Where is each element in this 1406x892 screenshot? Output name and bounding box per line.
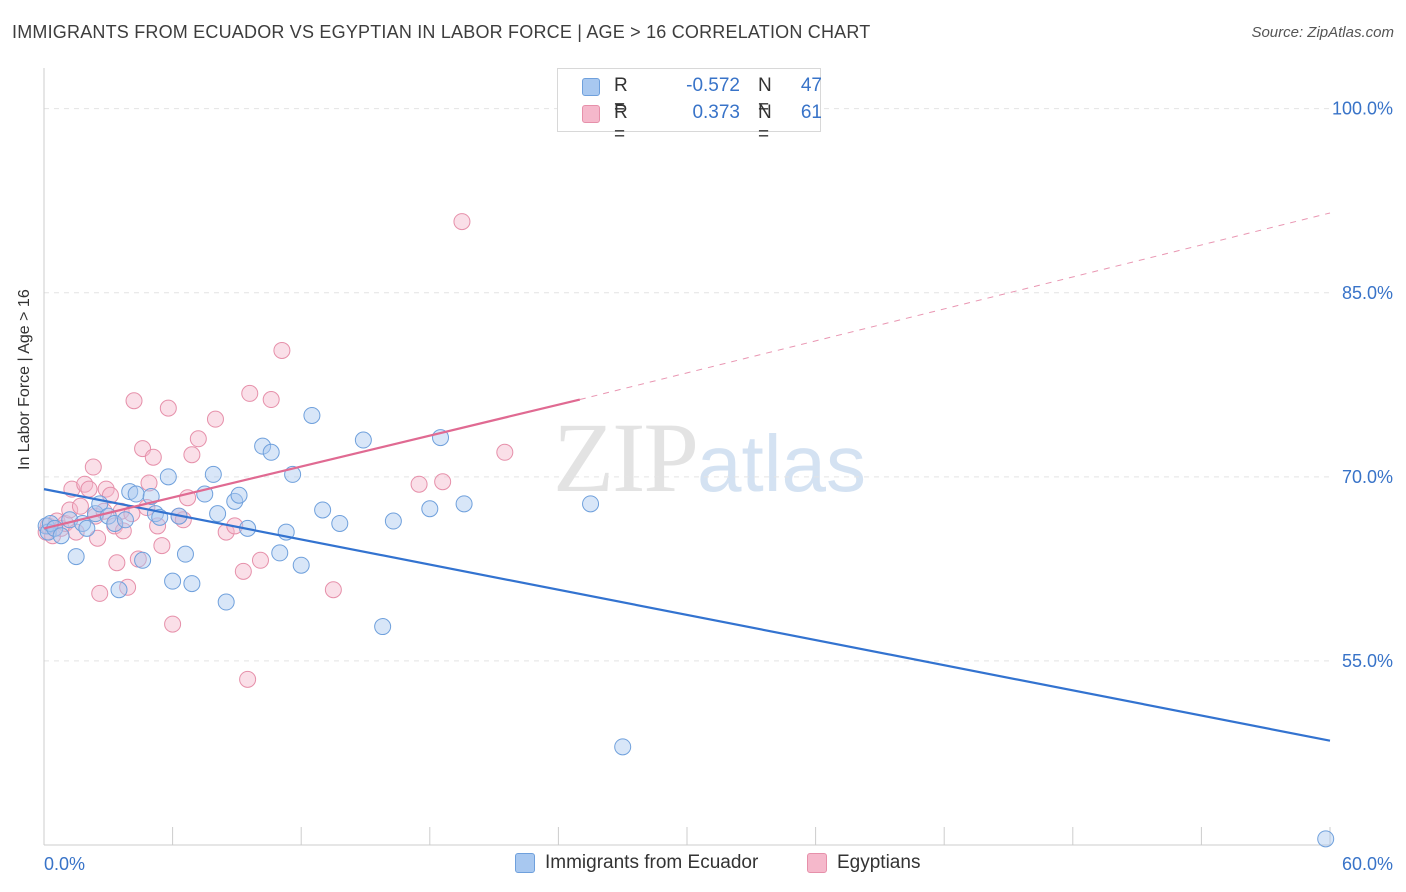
ecuador-point	[271, 544, 289, 562]
watermark-atlas: atlas	[697, 419, 866, 508]
correlation-legend: R = -0.572 N = 47 R = 0.373 N = 61	[557, 68, 822, 145]
bottom-legend-swatch-ecuador	[515, 853, 535, 873]
egyptians-point	[89, 529, 107, 547]
egyptians-point	[241, 384, 259, 402]
legend-n-label: N =	[758, 102, 772, 145]
ecuador-point	[374, 618, 392, 636]
y-tick-label: 100.0%	[1332, 99, 1393, 119]
ecuador-point	[110, 581, 128, 599]
egyptians-point	[159, 399, 177, 417]
ecuador-point	[226, 492, 244, 510]
egyptians-point	[453, 213, 471, 231]
y-tick-label: 70.0%	[1342, 467, 1393, 487]
legend-n-value: 61	[800, 102, 822, 123]
egyptians-point	[71, 497, 89, 515]
egyptians-point	[80, 480, 98, 498]
ecuador-point	[262, 443, 280, 461]
egyptians-point	[140, 474, 158, 492]
egyptians-point	[434, 473, 452, 491]
egyptians-point	[251, 551, 269, 569]
y-tick-label: 55.0%	[1342, 651, 1393, 671]
ecuador-point	[455, 495, 473, 513]
legend-n-label: N =	[758, 75, 772, 118]
ecuador-point	[78, 519, 96, 537]
egyptians-point	[97, 480, 115, 498]
ecuador-point	[52, 527, 70, 545]
ecuador-point	[303, 406, 321, 424]
egyptians-point	[125, 392, 143, 410]
egyptians-point	[410, 475, 428, 493]
legend-swatch-egyptians	[582, 105, 600, 123]
ecuador-point	[127, 485, 145, 503]
legend-r-label: R =	[614, 102, 628, 145]
egyptians-point	[91, 584, 109, 602]
source-label: Source: ZipAtlas.com	[1251, 24, 1394, 41]
egyptians-point	[239, 670, 257, 688]
egyptians-trend-line	[579, 212, 1331, 401]
chart-title: IMMIGRANTS FROM ECUADOR VS EGYPTIAN IN L…	[12, 22, 871, 42]
ecuador-point	[106, 514, 124, 532]
ecuador-point	[384, 512, 402, 530]
legend-r-label: R =	[614, 75, 628, 118]
ecuador-point	[292, 556, 310, 574]
ecuador-point	[354, 431, 372, 449]
ecuador-point	[134, 551, 152, 569]
ecuador-point	[1317, 830, 1335, 848]
watermark: ZIPatlas	[553, 400, 866, 515]
bottom-legend-label-ecuador: Immigrants from Ecuador	[545, 852, 759, 873]
egyptians-point	[153, 537, 171, 555]
legend-n-value: 47	[800, 75, 822, 96]
egyptians-point	[84, 458, 102, 476]
legend-r-value: -0.572	[686, 75, 740, 96]
egyptians-point	[114, 522, 132, 540]
ecuador-point	[176, 545, 194, 563]
ecuador-point	[614, 738, 632, 756]
egyptians-point	[61, 501, 79, 519]
egyptians-point	[189, 430, 207, 448]
egyptians-point	[234, 562, 252, 580]
bottom-legend-label-egyptians: Egyptians	[837, 852, 921, 873]
egyptians-point	[108, 554, 126, 572]
egyptians-point	[324, 581, 342, 599]
ecuador-point	[582, 495, 600, 513]
egyptians-point	[164, 615, 182, 633]
egyptians-point	[183, 446, 201, 464]
egyptians-point	[496, 443, 514, 461]
y-tick-label: 85.0%	[1342, 283, 1393, 303]
ecuador-point	[116, 511, 134, 529]
ecuador-point	[67, 548, 85, 566]
legend-swatch-ecuador	[582, 78, 600, 96]
egyptians-point	[206, 410, 224, 428]
y-axis-label: In Labor Force | Age > 16	[16, 289, 33, 470]
x-tick-label: 0.0%	[44, 854, 85, 874]
egyptians-point	[144, 448, 162, 466]
egyptians-point	[262, 391, 280, 409]
ecuador-point	[159, 468, 177, 486]
ecuador-point	[254, 437, 272, 455]
ecuador-point	[331, 514, 349, 532]
ecuador-point	[421, 500, 439, 518]
watermark-zip: ZIP	[553, 402, 699, 513]
egyptians-trend-line	[43, 398, 581, 530]
egyptians-point	[273, 341, 291, 359]
ecuador-point	[204, 465, 222, 483]
ecuador-point	[314, 501, 332, 519]
ecuador-point	[217, 593, 235, 611]
ecuador-point	[164, 572, 182, 590]
ecuador-point	[142, 487, 160, 505]
legend-r-value: 0.373	[692, 102, 740, 123]
ecuador-point	[183, 575, 201, 593]
ecuador-point	[209, 505, 227, 523]
x-tick-label: 60.0%	[1342, 854, 1393, 874]
ecuador-point	[230, 486, 248, 504]
ecuador-trend-line	[43, 488, 1331, 742]
bottom-legend-swatch-egyptians	[807, 853, 827, 873]
